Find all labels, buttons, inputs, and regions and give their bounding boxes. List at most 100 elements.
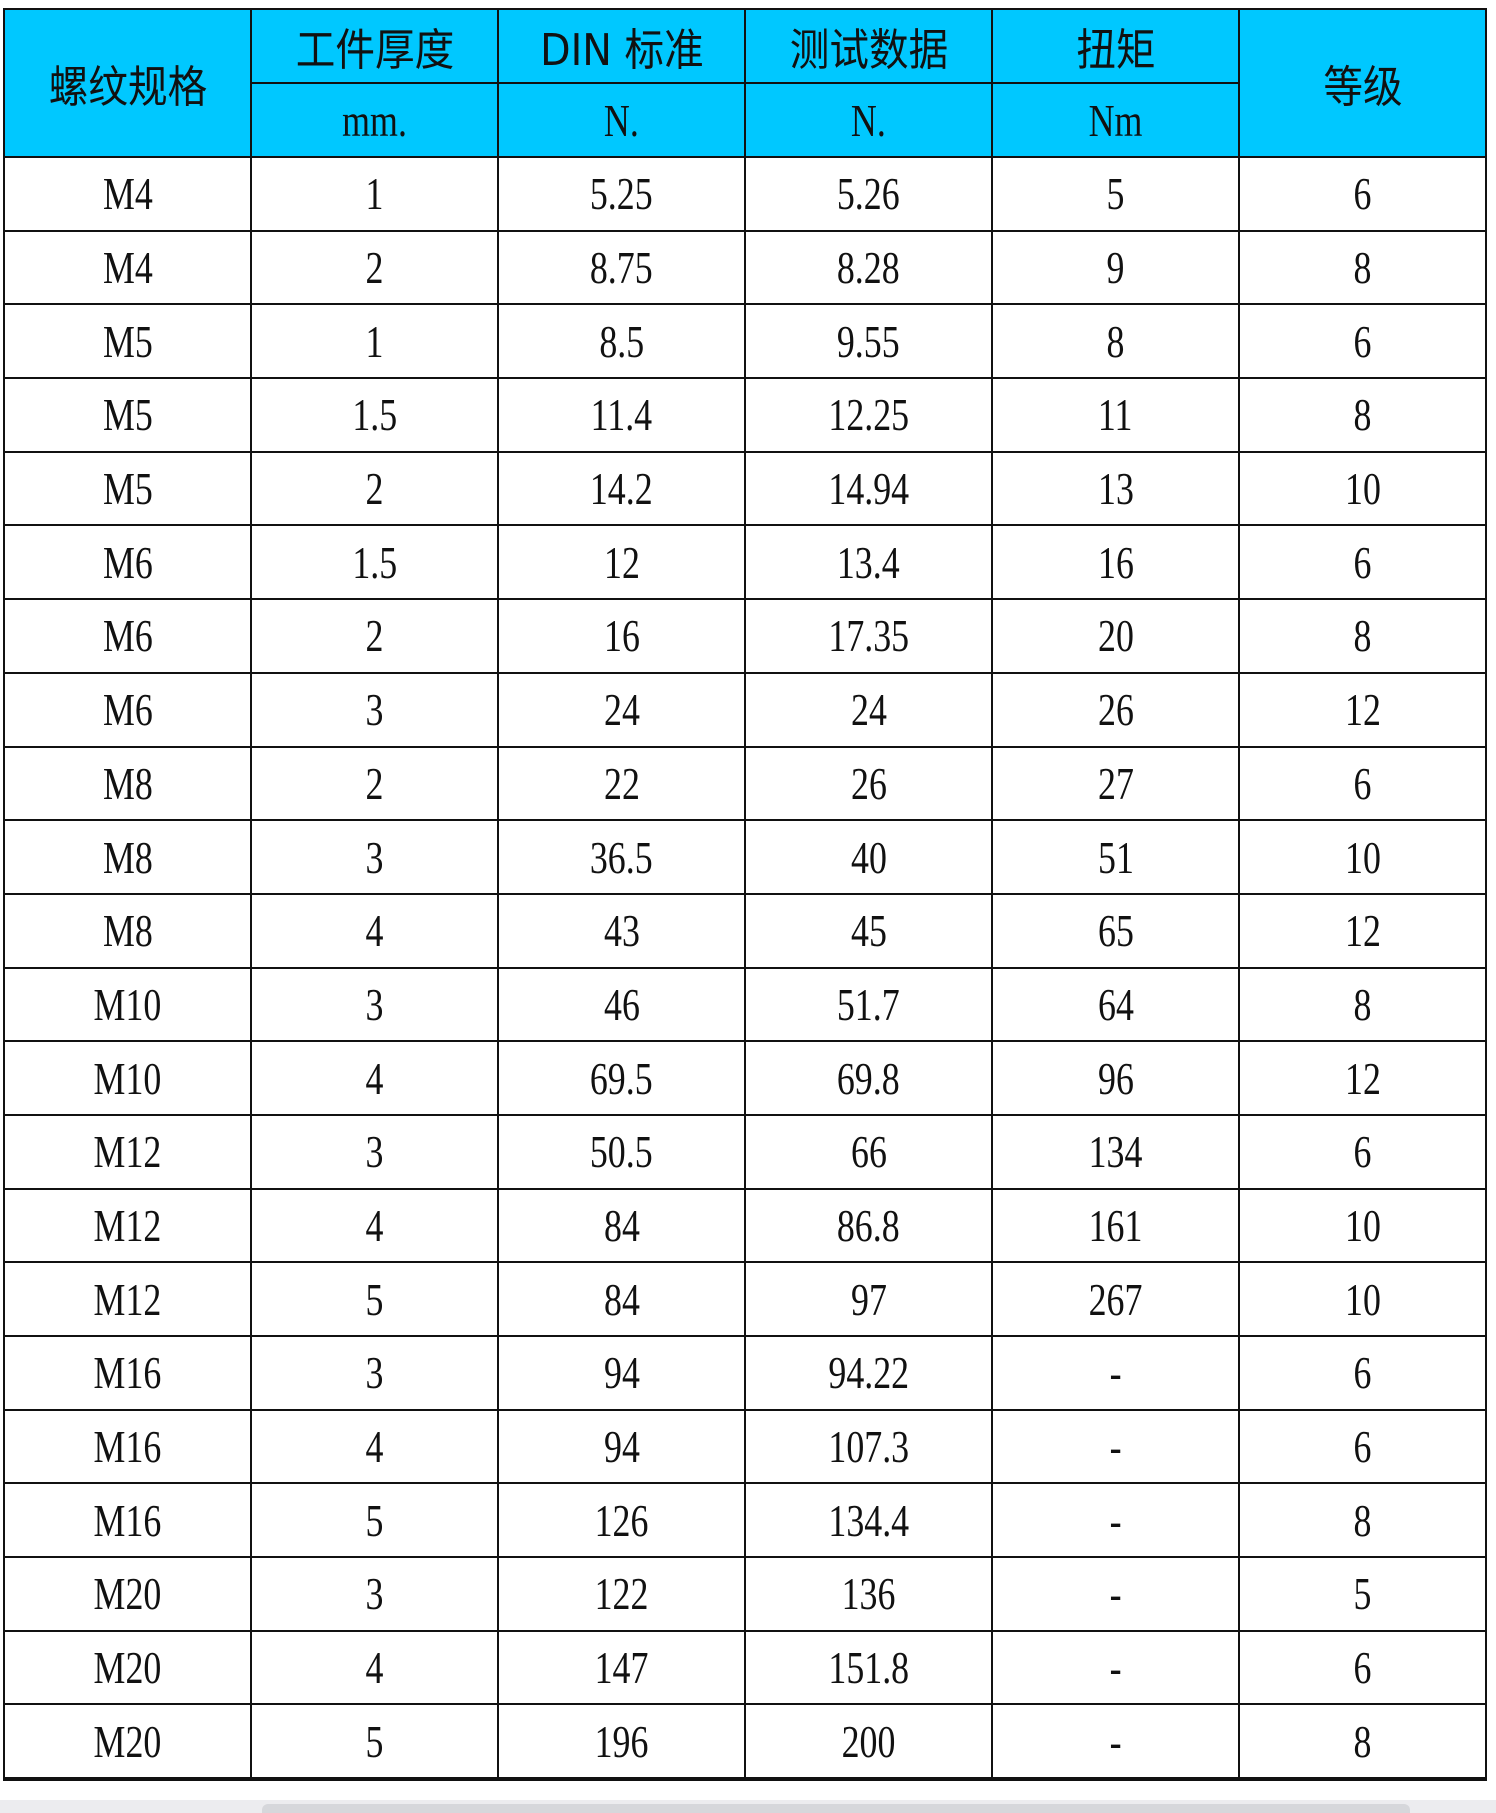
table-row: M4 1 5.25 5.26 5 6 xyxy=(3,156,1487,232)
cell-text: M6 xyxy=(102,536,153,588)
table-cell: - xyxy=(991,1335,1240,1411)
cell-text: 94.22 xyxy=(828,1347,909,1399)
table-cell: 16 xyxy=(497,598,746,674)
cell-text: 27 xyxy=(1097,757,1134,809)
cell-text: 5 xyxy=(365,1273,384,1325)
cell-text: 5 xyxy=(1353,1568,1372,1620)
table-cell: 6 xyxy=(1238,303,1487,380)
table-cell: 26 xyxy=(991,671,1240,748)
table-cell: 6 xyxy=(1238,745,1487,822)
table-cell: 1.5 xyxy=(250,524,499,601)
cell-text: 8.5 xyxy=(599,315,644,367)
header-torque: 扭矩 xyxy=(991,8,1240,84)
cell-text: 151.8 xyxy=(828,1642,909,1694)
cell-text: 8.75 xyxy=(590,242,653,294)
cell-text: 10 xyxy=(1344,1199,1381,1251)
table-cell: 147 xyxy=(497,1629,746,1706)
cell-text: 8 xyxy=(1353,242,1372,294)
table-cell: 5.26 xyxy=(744,156,993,232)
scrollbar-thumb[interactable] xyxy=(262,1804,1410,1813)
table-cell: 4 xyxy=(250,892,499,969)
table-cell: M8 xyxy=(3,819,252,895)
header-torque-unit: Nm xyxy=(991,82,1240,158)
table-row: M12 5 84 97 267 10 xyxy=(3,1261,1487,1337)
table-cell: 45 xyxy=(744,892,993,969)
table-cell: - xyxy=(991,1556,1240,1632)
table-row: M8 3 36.5 40 51 10 xyxy=(3,819,1487,895)
table-cell: 11 xyxy=(991,377,1240,453)
cell-text: M8 xyxy=(102,905,153,957)
table-cell: 12 xyxy=(1238,1040,1487,1116)
cell-text: 64 xyxy=(1097,978,1134,1030)
table-cell: 8.28 xyxy=(744,229,993,306)
table-cell: 2 xyxy=(250,229,499,306)
cell-text: M4 xyxy=(102,242,153,294)
cell-text: 6 xyxy=(1353,1642,1372,1694)
cell-text: 3 xyxy=(365,978,384,1030)
table-cell: M12 xyxy=(3,1261,252,1337)
cell-text: 1.5 xyxy=(352,389,397,441)
table-cell: M5 xyxy=(3,377,252,453)
cell-text: M4 xyxy=(102,168,153,220)
cell-text: 3 xyxy=(365,831,384,883)
cell-text: 2 xyxy=(365,610,384,662)
table-cell: M6 xyxy=(3,598,252,674)
cell-text: 4 xyxy=(365,905,384,957)
cell-text: 6 xyxy=(1353,536,1372,588)
table-cell: 3 xyxy=(250,966,499,1043)
table-cell: 4 xyxy=(250,1408,499,1485)
table-cell: 94 xyxy=(497,1408,746,1485)
spec-table: 螺纹规格 工件厚度 DIN 标准 测试数据 扭矩 等级 mm. N. N. Nm… xyxy=(3,8,1487,1782)
cell-text: 46 xyxy=(603,978,640,1030)
table-cell: 8.5 xyxy=(497,303,746,380)
table-cell: M8 xyxy=(3,892,252,969)
cell-text: 8 xyxy=(1353,1715,1372,1767)
cell-text: M5 xyxy=(102,315,153,367)
cell-text: 6 xyxy=(1353,315,1372,367)
table-cell: 20 xyxy=(991,598,1240,674)
cell-text: 96 xyxy=(1097,1052,1134,1104)
cell-text: 8 xyxy=(1353,1494,1372,1546)
cell-text: 161 xyxy=(1088,1199,1143,1251)
cell-text: M20 xyxy=(93,1568,162,1620)
table-row: M20 5 196 200 - 8 xyxy=(3,1703,1487,1781)
table-cell: 27 xyxy=(991,745,1240,822)
table-cell: 86.8 xyxy=(744,1187,993,1264)
table-cell: 6 xyxy=(1238,524,1487,601)
table-row: M10 4 69.5 69.8 96 12 xyxy=(3,1040,1487,1116)
table-cell: M16 xyxy=(3,1482,252,1559)
cell-text: 2 xyxy=(365,463,384,515)
cell-text: 66 xyxy=(850,1126,887,1178)
cell-text: 40 xyxy=(850,831,887,883)
cell-text: M10 xyxy=(93,1052,162,1104)
cell-text: M16 xyxy=(93,1347,162,1399)
table-row: M4 2 8.75 8.28 9 8 xyxy=(3,229,1487,306)
table-cell: M4 xyxy=(3,156,252,232)
table-cell: 3 xyxy=(250,671,499,748)
table-cell: 69.8 xyxy=(744,1040,993,1116)
table-cell: 5 xyxy=(250,1703,499,1781)
table-cell: M20 xyxy=(3,1703,252,1781)
cell-text: 84 xyxy=(603,1199,640,1251)
table-cell: M20 xyxy=(3,1629,252,1706)
table-cell: 17.35 xyxy=(744,598,993,674)
cell-text: 6 xyxy=(1353,1126,1372,1178)
table-cell: 2 xyxy=(250,598,499,674)
cell-text: 8 xyxy=(1353,610,1372,662)
table-cell: 6 xyxy=(1238,156,1487,232)
cell-text: 5.26 xyxy=(837,168,900,220)
table-cell: 40 xyxy=(744,819,993,895)
table-cell: 200 xyxy=(744,1703,993,1781)
table-row: M5 2 14.2 14.94 13 10 xyxy=(3,450,1487,527)
table-cell: 5 xyxy=(1238,1556,1487,1632)
table-cell: 69.5 xyxy=(497,1040,746,1116)
cell-text: M20 xyxy=(93,1715,162,1767)
cell-text: 5.25 xyxy=(590,168,653,220)
cell-text: M12 xyxy=(93,1273,162,1325)
cell-text: 13 xyxy=(1097,463,1134,515)
table-cell: - xyxy=(991,1703,1240,1781)
cell-text: 3 xyxy=(365,1568,384,1620)
table-row: M5 1.5 11.4 12.25 11 8 xyxy=(3,377,1487,453)
cell-text: 196 xyxy=(594,1715,649,1767)
cell-text: - xyxy=(1109,1568,1122,1620)
